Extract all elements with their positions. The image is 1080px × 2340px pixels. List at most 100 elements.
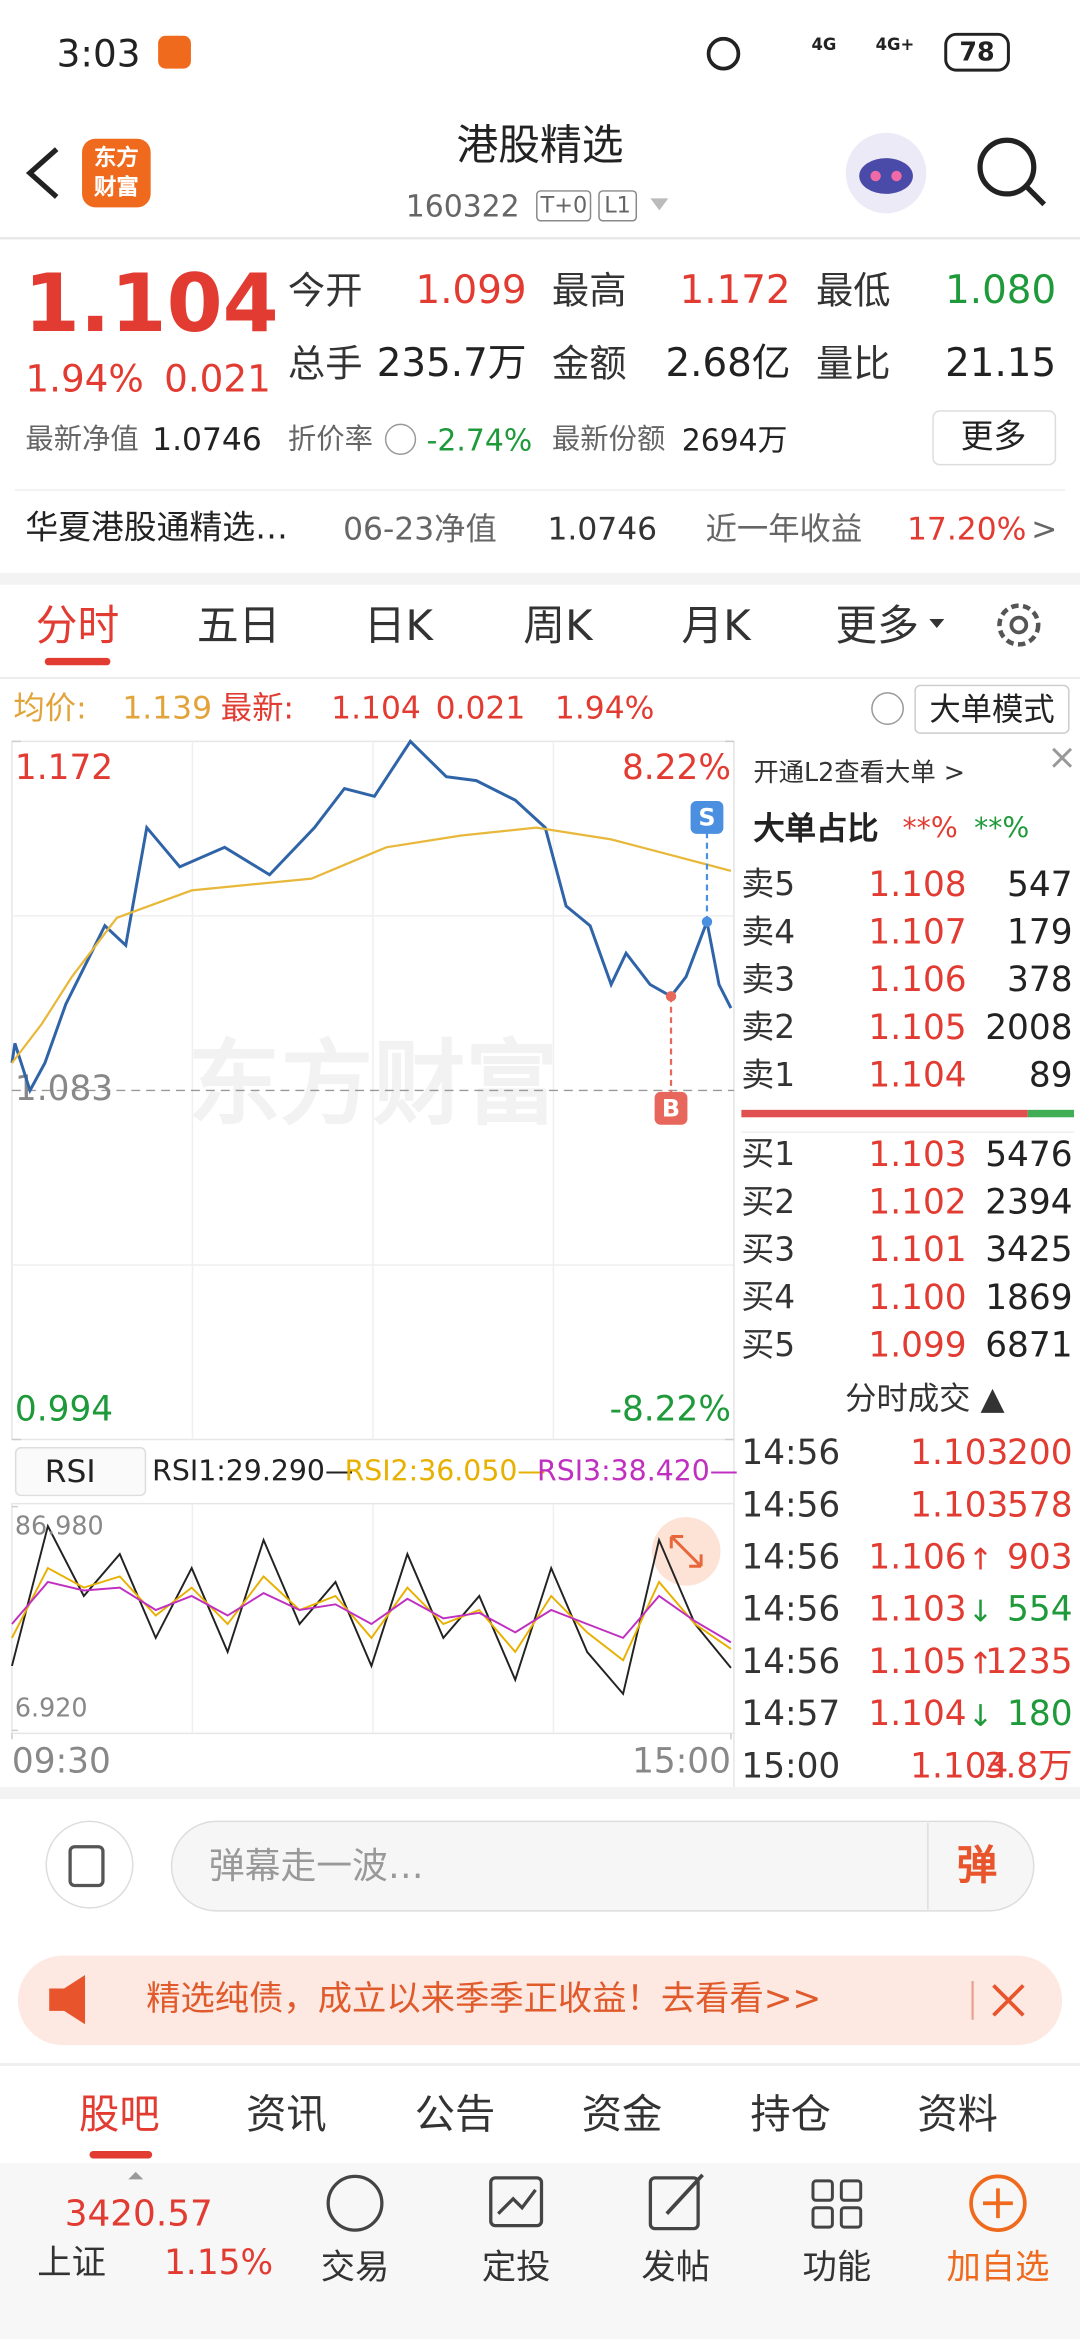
level-volume: 6871 <box>985 1326 1073 1366</box>
level-label: 卖4 <box>741 914 796 952</box>
tab[interactable]: 五日 <box>196 601 281 651</box>
banner-text[interactable]: 精选纯债，成立以来季季正收益！去看看>> <box>146 1980 822 2020</box>
bottom-tab[interactable]: 资金 <box>581 2092 663 2139</box>
ratio-label: 大单占比 <box>753 810 879 847</box>
tab[interactable]: 周K <box>523 601 593 651</box>
level-label: 卖5 <box>741 866 796 904</box>
add-icon[interactable] <box>969 2174 1027 2232</box>
yearly-label: 近一年收益 <box>705 510 863 547</box>
footer-action[interactable]: 定投 <box>481 2248 551 2288</box>
trade-direction: ↓ <box>968 1697 994 1734</box>
index-name: 上证 <box>37 2244 106 2284</box>
tag: L1 <box>598 190 637 222</box>
tab[interactable]: 日K <box>363 601 433 651</box>
close-icon[interactable] <box>992 1984 1025 2017</box>
danmaku-input[interactable] <box>170 1820 1035 1912</box>
ratio-value: **% <box>974 812 1030 846</box>
plan-icon[interactable] <box>489 2176 544 2228</box>
price: 1.104 <box>23 256 279 351</box>
settings-icon-core <box>1009 615 1029 635</box>
search-icon[interactable] <box>977 137 1037 197</box>
fund-name[interactable]: 华夏港股通精选… <box>25 510 288 548</box>
bottom-tab[interactable]: 资讯 <box>246 2092 327 2139</box>
divider <box>0 237 1080 240</box>
mode-button[interactable] <box>914 684 1070 734</box>
logo <box>82 138 151 208</box>
func-icon[interactable] <box>811 2179 834 2202</box>
trade-direction: ↓ <box>968 1593 994 1629</box>
alarm-icon <box>706 36 741 71</box>
indicator-readout: RSI3:38.420— <box>537 1455 739 1488</box>
indicator-select[interactable] <box>14 1446 147 1497</box>
level-price: 1.105 <box>868 1009 967 1048</box>
stat-value: 1.172 <box>679 268 791 314</box>
danmaku-send[interactable]: 弹 <box>956 1843 998 1890</box>
trade-time: 14:57 <box>741 1695 841 1735</box>
help-icon[interactable] <box>871 692 904 725</box>
trade-volume: 200 <box>1007 1434 1073 1474</box>
plan-icon-line <box>497 2188 537 2215</box>
bottom-tab[interactable]: 资料 <box>917 2092 998 2139</box>
more-label[interactable]: 更多 <box>960 419 1027 457</box>
y-tick-label: 0.994 <box>15 1390 113 1430</box>
mode-label[interactable]: 大单模式 <box>929 691 1055 728</box>
fund-code: 160322 <box>405 187 520 224</box>
battery <box>944 32 1010 72</box>
settings-icon[interactable] <box>997 603 1041 647</box>
trade-icon[interactable] <box>326 2174 384 2232</box>
level-label: 买5 <box>741 1327 796 1365</box>
stat-label: 最高 <box>551 269 627 313</box>
trade-price: 1.105 <box>868 1643 967 1682</box>
y-tick-label: 6.920 <box>15 1692 88 1722</box>
back-icon[interactable] <box>25 147 59 199</box>
level-label: 卖3 <box>741 962 796 1000</box>
indicator-name[interactable]: RSI <box>44 1453 96 1490</box>
arrow: > <box>1031 510 1058 547</box>
level-label: 买3 <box>741 1232 796 1270</box>
l2-promo[interactable]: 开通L2查看大单 > <box>753 758 966 789</box>
bottom-tab[interactable]: 股吧 <box>79 2092 160 2139</box>
post-icon[interactable] <box>648 2176 700 2231</box>
status-battery: 78 <box>959 38 995 68</box>
tab[interactable]: 分时 <box>35 601 120 651</box>
footer-action[interactable]: 发帖 <box>641 2248 711 2288</box>
y2-tick-label: 8.22% <box>622 748 731 788</box>
post-icon-pen <box>665 2173 704 2215</box>
avg-value: 1.139 <box>122 689 213 726</box>
level-volume: 378 <box>1007 961 1073 1001</box>
change: 0.021 <box>164 357 271 401</box>
trade-time: 15:00 <box>741 1747 841 1787</box>
footer-action[interactable]: 交易 <box>320 2248 390 2288</box>
avg-line <box>11 826 732 1064</box>
megaphone-icon <box>49 1975 86 2025</box>
danmaku-placeholder[interactable]: 弹幕走一波… <box>208 1845 424 1888</box>
level-price: 1.108 <box>868 865 967 905</box>
bottom-tab[interactable]: 持仓 <box>750 2092 831 2139</box>
dropdown-caret <box>650 198 669 211</box>
stat-value: 21.15 <box>945 341 1057 387</box>
trade-volume: 180 <box>1007 1695 1073 1735</box>
index-value: 3420.57 <box>64 2192 213 2235</box>
level-volume: 5476 <box>985 1135 1073 1175</box>
footer-action[interactable]: 功能 <box>802 2248 872 2288</box>
logo-text: 东方 <box>93 143 139 171</box>
danmaku-settings[interactable] <box>45 1820 134 1909</box>
more-button[interactable] <box>932 410 1057 466</box>
level-label: 买4 <box>741 1279 796 1318</box>
y-tick-label: 1.172 <box>15 748 113 788</box>
info-icon[interactable] <box>384 423 417 455</box>
stat-label: 今开 <box>287 269 363 313</box>
bottom-tab[interactable]: 公告 <box>414 2092 496 2139</box>
divider <box>14 489 1066 491</box>
ratio-bar-green <box>1027 1109 1075 1118</box>
change: 0.021 <box>435 689 526 726</box>
banner[interactable] <box>17 1955 1063 2046</box>
change-pct: 1.94% <box>554 689 655 726</box>
footer-action[interactable]: 加自选 <box>946 2248 1050 2288</box>
level-volume: 3425 <box>985 1231 1073 1271</box>
y2-tick-label: -8.22% <box>610 1390 731 1430</box>
tab[interactable]: 月K <box>681 601 751 651</box>
trade-volume: 1235 <box>985 1643 1073 1682</box>
page-title: 港股精选 <box>456 120 624 171</box>
tab[interactable]: 更多 <box>835 601 919 651</box>
